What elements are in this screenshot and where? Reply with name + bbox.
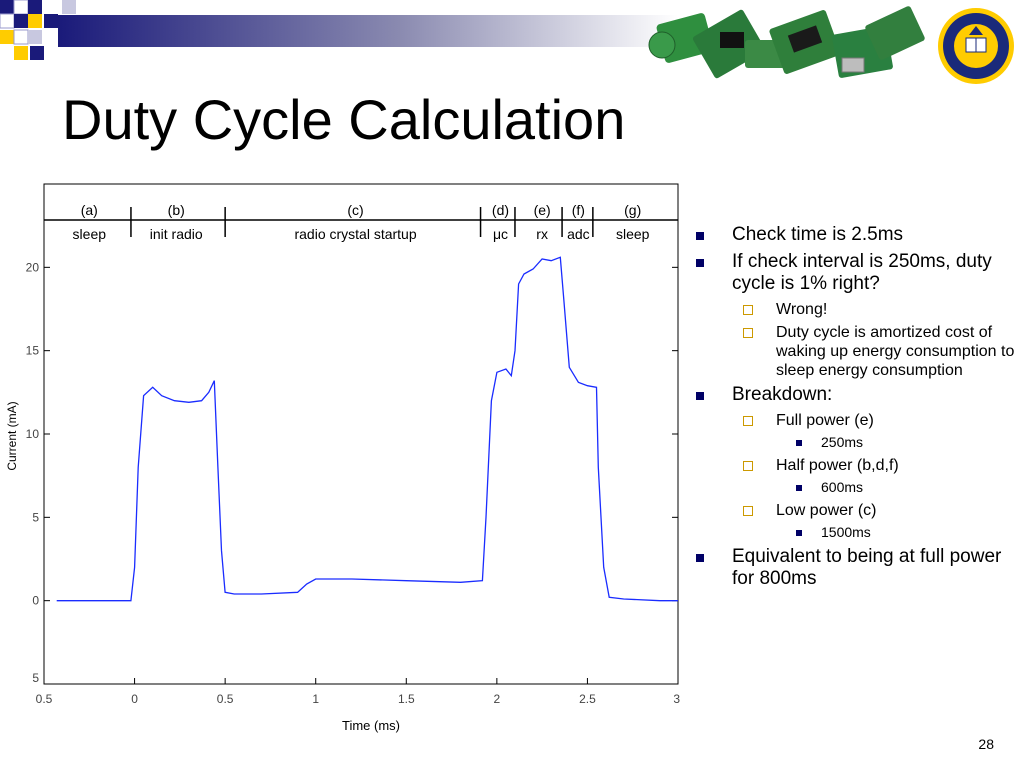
phase-name: radio crystal startup bbox=[294, 226, 416, 242]
bullet-text: Half power (b,d,f) bbox=[776, 457, 899, 474]
bullet-level-2: Full power (e) bbox=[690, 411, 1020, 430]
current-trace-line bbox=[56, 256, 678, 602]
bullet-level-2: Duty cycle is amortized cost of waking u… bbox=[690, 323, 1020, 380]
header-decoration bbox=[0, 0, 1014, 84]
x-tick-label: 0 bbox=[131, 692, 138, 706]
bullet-text: 600ms bbox=[821, 479, 864, 495]
x-axis-label: Time (ms) bbox=[342, 718, 400, 733]
phase-tag: (e) bbox=[534, 202, 551, 218]
phase-tag: (a) bbox=[81, 202, 98, 218]
bullet-level-3: 250ms bbox=[690, 434, 1020, 451]
hollow-square-bullet-icon bbox=[743, 506, 753, 516]
hollow-square-bullet-icon bbox=[743, 416, 753, 426]
bullet-level-1: Breakdown: bbox=[690, 384, 1020, 406]
phase-tag: (g) bbox=[624, 202, 641, 218]
y-axis-label: Current (mA) bbox=[5, 401, 19, 470]
x-tick-label: 1.5 bbox=[398, 692, 415, 706]
y-tick-label: 5 bbox=[32, 510, 39, 524]
square-bullet-icon bbox=[796, 485, 802, 491]
x-axis-ticks: 0.5 0 0.5 1 1.5 2 2.5 3 bbox=[36, 678, 680, 706]
x-tick-label: 3 bbox=[673, 692, 680, 706]
current-vs-time-chart: (a) sleep (b) init radio (c) radio crystal st… bbox=[5, 183, 680, 733]
x-tick-label: 0.5 bbox=[36, 692, 53, 706]
square-bullet-icon bbox=[696, 259, 704, 267]
bullet-level-2: Low power (c) bbox=[690, 501, 1020, 520]
phase-name: μc bbox=[493, 226, 508, 242]
square-bullet-icon bbox=[696, 232, 704, 240]
bullet-level-1: Equivalent to being at full power for 80… bbox=[690, 546, 1020, 590]
bullet-text: Breakdown: bbox=[732, 384, 833, 405]
bullet-text: 250ms bbox=[821, 434, 864, 450]
y-tick-label: 10 bbox=[26, 427, 40, 441]
bullet-text: Low power (c) bbox=[776, 502, 877, 519]
bullet-text: If check interval is 250ms, duty cycle i… bbox=[732, 251, 992, 294]
square-bullet-icon bbox=[796, 530, 802, 536]
phase-tag: (c) bbox=[347, 202, 363, 218]
y-tick-label: 5 bbox=[32, 671, 39, 685]
square-bullet-icon bbox=[696, 554, 704, 562]
phase-name: sleep bbox=[73, 226, 107, 242]
bullet-level-1: Check time is 2.5ms bbox=[690, 224, 1020, 246]
bullet-level-1: If check interval is 250ms, duty cycle i… bbox=[690, 251, 1020, 295]
corner-squares bbox=[0, 0, 76, 60]
circuit-boards-image bbox=[648, 6, 925, 79]
bullet-text: Equivalent to being at full power for 80… bbox=[732, 546, 1002, 589]
phase-name: adc bbox=[567, 226, 590, 242]
bullet-text: Full power (e) bbox=[776, 412, 874, 429]
bullet-level-2: Wrong! bbox=[690, 300, 1020, 319]
bullet-text: Wrong! bbox=[776, 301, 828, 318]
bullet-text: 1500ms bbox=[821, 524, 871, 540]
y-tick-label: 15 bbox=[26, 344, 40, 358]
y-axis-ticks: 5 0 5 10 15 20 bbox=[26, 260, 678, 685]
x-tick-label: 2 bbox=[494, 692, 501, 706]
plot-frame bbox=[43, 183, 679, 685]
phase-tag: (f) bbox=[572, 202, 585, 218]
uc-seal-logo bbox=[938, 8, 1014, 84]
bullet-level-3: 600ms bbox=[690, 479, 1020, 496]
phase-name: sleep bbox=[616, 226, 650, 242]
y-tick-label: 20 bbox=[26, 260, 40, 274]
square-bullet-icon bbox=[696, 392, 704, 400]
x-tick-label: 1 bbox=[312, 692, 319, 706]
x-tick-label: 0.5 bbox=[217, 692, 234, 706]
phase-name: init radio bbox=[150, 226, 203, 242]
phase-name: rx bbox=[536, 226, 548, 242]
bullet-level-2: Half power (b,d,f) bbox=[690, 456, 1020, 475]
hollow-square-bullet-icon bbox=[743, 305, 753, 315]
hollow-square-bullet-icon bbox=[743, 461, 753, 471]
page-number: 28 bbox=[978, 736, 994, 752]
phase-tag: (d) bbox=[492, 202, 509, 218]
square-bullet-icon bbox=[796, 440, 802, 446]
header-gradient-band bbox=[58, 15, 678, 47]
bullet-level-3: 1500ms bbox=[690, 524, 1020, 541]
phase-tag: (b) bbox=[168, 202, 185, 218]
bullet-list: Check time is 2.5ms If check interval is … bbox=[690, 224, 1020, 595]
phase-labels: (a) sleep (b) init radio (c) radio crystal st… bbox=[73, 202, 650, 242]
bullet-text: Check time is 2.5ms bbox=[732, 224, 904, 245]
y-tick-label: 0 bbox=[32, 594, 39, 608]
slide-title: Duty Cycle Calculation bbox=[62, 88, 626, 151]
hollow-square-bullet-icon bbox=[743, 328, 753, 338]
bullet-text: Duty cycle is amortized cost of waking u… bbox=[776, 324, 1015, 379]
x-tick-label: 2.5 bbox=[579, 692, 596, 706]
